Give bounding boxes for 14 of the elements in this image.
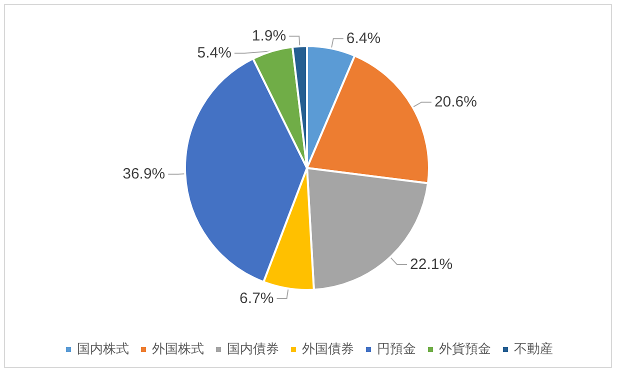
data-label: 6.7% — [240, 290, 274, 307]
legend-label: 外国株式 — [152, 342, 204, 357]
legend-label: 国内債券 — [227, 342, 279, 357]
legend-label: 外国債券 — [302, 342, 354, 357]
data-label: 6.4% — [346, 30, 381, 48]
data-label: 36.9% — [122, 166, 166, 183]
legend-label: 円預金 — [377, 342, 416, 357]
legend-label: 不動産 — [514, 341, 553, 357]
data-label: 5.4% — [197, 44, 232, 62]
legend-label: 外貨預金 — [439, 342, 491, 357]
legend-label: 国内株式 — [77, 342, 129, 357]
data-label: 1.9% — [252, 28, 286, 45]
data-label: 20.6% — [434, 94, 477, 111]
data-label: 22.1% — [410, 256, 453, 274]
